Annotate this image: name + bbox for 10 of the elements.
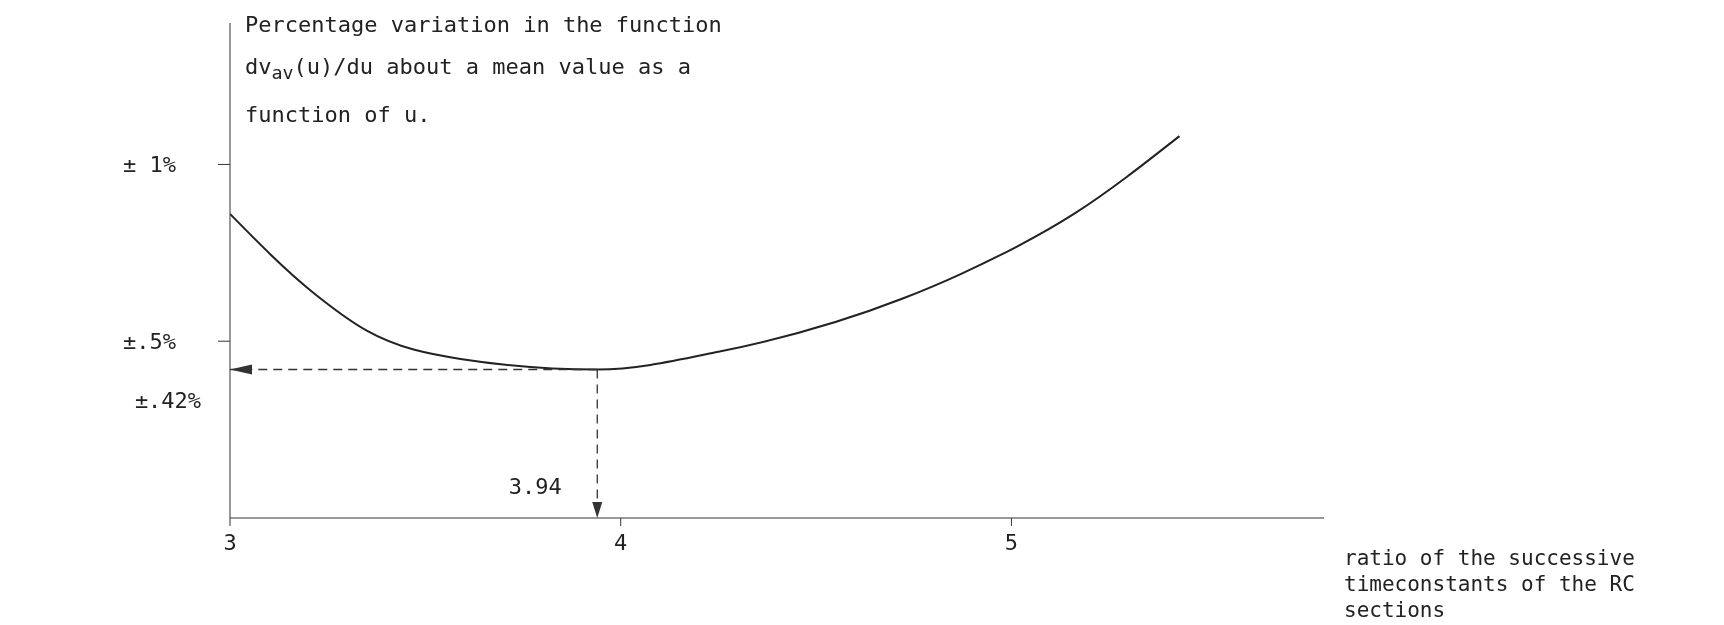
y-tick-label: ±.5%	[123, 329, 176, 355]
y-tick-label: ± 1%	[123, 152, 176, 178]
ref-line-label: 3.94	[508, 474, 562, 499]
x-tick-label: 3	[223, 530, 237, 555]
x-tick-label: 4	[614, 530, 628, 555]
x-axis-title: ratio of the successive timeconstants of the RC sections	[1344, 545, 1636, 623]
y-axis-title: Percentage variation in the function dv$_{av}$(u)/du about a mean value as a function of u.	[245, 11, 723, 130]
x-tick-label: 5	[1004, 530, 1019, 555]
ref-line-label: ±.42%	[134, 387, 202, 413]
line-series	[230, 135, 1181, 371]
